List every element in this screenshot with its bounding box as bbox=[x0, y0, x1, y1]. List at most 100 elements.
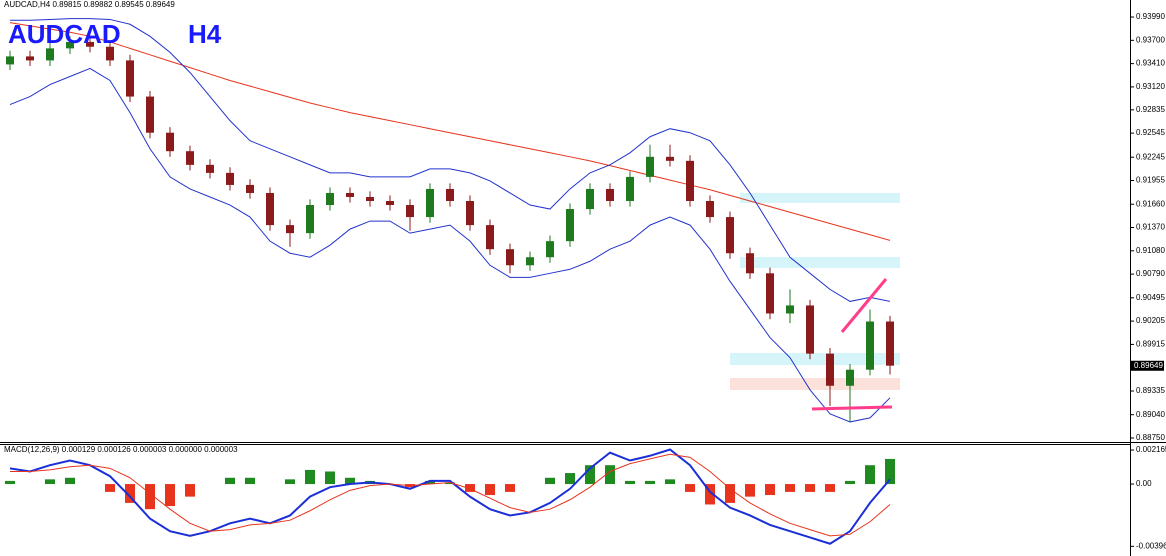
histogram-bar bbox=[285, 479, 295, 485]
y-tick-label: 0.89040 bbox=[1136, 410, 1165, 419]
y-tick-label: 0.92245 bbox=[1136, 152, 1165, 161]
candle-body bbox=[886, 321, 894, 366]
candle-body bbox=[26, 56, 34, 61]
y-tick-label: 0.93700 bbox=[1136, 35, 1165, 44]
histogram-bar bbox=[825, 484, 835, 492]
y-tick-label: 0.89915 bbox=[1136, 340, 1165, 349]
candle-body bbox=[866, 321, 874, 370]
histogram-bar bbox=[725, 484, 735, 503]
marks bbox=[5, 18, 895, 545]
y-tick-label: 0.91955 bbox=[1136, 176, 1165, 185]
candle-body bbox=[726, 217, 734, 254]
candle-body bbox=[466, 201, 474, 226]
chart-header: AUDCAD,H4 0.89815 0.89882 0.89545 0.8964… bbox=[4, 0, 175, 9]
histogram-bar bbox=[305, 469, 315, 485]
histogram-bar bbox=[425, 480, 435, 485]
y-tick-label: -0.003965 bbox=[1136, 541, 1166, 550]
y-tick-label: 0.91370 bbox=[1136, 223, 1165, 232]
candle-body bbox=[306, 205, 314, 234]
candle-body bbox=[226, 172, 234, 185]
histogram-bar bbox=[545, 477, 555, 485]
y-tick-label: 0.88750 bbox=[1136, 433, 1165, 442]
candle-body bbox=[486, 225, 494, 250]
candle-body bbox=[426, 188, 434, 218]
y-tick-label: 0.93410 bbox=[1136, 59, 1165, 68]
histogram-bar bbox=[565, 473, 575, 485]
y-tick-label: 0.91660 bbox=[1136, 199, 1165, 208]
zone bbox=[740, 257, 900, 268]
y-tick-label: 0.92545 bbox=[1136, 128, 1165, 137]
candle-body bbox=[826, 353, 834, 386]
candle-body bbox=[326, 192, 334, 206]
y-tick-label: 0.90790 bbox=[1136, 269, 1165, 278]
y-tick-label: 0.93990 bbox=[1136, 12, 1165, 21]
histogram-bar bbox=[345, 477, 355, 485]
candle-body bbox=[546, 241, 554, 258]
zone bbox=[740, 193, 900, 203]
candle-body bbox=[166, 132, 174, 152]
overlay-line bbox=[9, 67, 891, 423]
histogram-bar bbox=[785, 484, 795, 492]
histogram-bar bbox=[465, 484, 475, 492]
candle-body bbox=[686, 160, 694, 202]
histogram-bar bbox=[625, 480, 635, 485]
symbol: AUDCAD bbox=[8, 19, 121, 49]
candle-body bbox=[786, 305, 794, 314]
histogram-bar bbox=[605, 465, 615, 485]
histogram-bar bbox=[325, 471, 335, 485]
histogram-bar bbox=[505, 484, 515, 492]
y-tick-label: 0.91080 bbox=[1136, 246, 1165, 255]
timeframe: H4 bbox=[188, 19, 222, 49]
zone bbox=[730, 378, 900, 390]
candle-body bbox=[346, 192, 354, 197]
histogram-bar bbox=[805, 484, 815, 492]
price-marker bbox=[1131, 360, 1164, 371]
candle-body bbox=[386, 201, 394, 206]
candle-body bbox=[746, 253, 754, 274]
candle-body bbox=[806, 305, 814, 354]
candle-body bbox=[766, 273, 774, 314]
candle-body bbox=[446, 188, 454, 202]
candle-body bbox=[666, 156, 674, 161]
candle-body bbox=[186, 151, 194, 165]
candle-body bbox=[506, 249, 514, 266]
trend-line bbox=[811, 405, 893, 411]
histogram-bar bbox=[5, 480, 15, 485]
candle-body bbox=[706, 201, 714, 218]
y-tick-label: 0.00 bbox=[1136, 479, 1152, 488]
candle-body bbox=[146, 96, 154, 133]
y-tick-label: 0.90205 bbox=[1136, 316, 1165, 325]
candle-body bbox=[6, 56, 14, 65]
y-tick-label: 0.93120 bbox=[1136, 82, 1165, 91]
histogram-bar bbox=[125, 484, 135, 503]
candle-body bbox=[586, 188, 594, 210]
candle-body bbox=[266, 192, 274, 226]
overlay-line bbox=[10, 18, 891, 302]
candle-body bbox=[66, 41, 74, 49]
histogram-bar bbox=[845, 480, 855, 485]
indicator-line bbox=[9, 448, 891, 545]
candle-body bbox=[86, 41, 94, 47]
histogram-bar bbox=[485, 484, 495, 496]
indicator-header: MACD(12,26,9) 0.000129 0.000126 0.000003… bbox=[4, 445, 238, 454]
y-tick-label: 0.89335 bbox=[1136, 386, 1165, 395]
histogram-bar bbox=[765, 484, 775, 496]
histogram-bar bbox=[165, 484, 175, 507]
candle-body bbox=[846, 369, 854, 386]
candle-body bbox=[646, 156, 654, 177]
histogram-bar bbox=[885, 458, 895, 485]
y-tick-label: 0.002165 bbox=[1136, 445, 1166, 454]
histogram-bar bbox=[145, 484, 155, 510]
candle-body bbox=[286, 225, 294, 234]
candle-body bbox=[46, 48, 54, 61]
histogram-bar bbox=[45, 479, 55, 485]
overlay-line bbox=[9, 22, 891, 241]
candle-body bbox=[206, 164, 214, 173]
candle-body bbox=[526, 257, 534, 266]
histogram-bar bbox=[245, 477, 255, 485]
candle-body bbox=[126, 60, 134, 97]
histogram-bar bbox=[645, 480, 655, 485]
y-tick-label: 0.90495 bbox=[1136, 293, 1165, 302]
